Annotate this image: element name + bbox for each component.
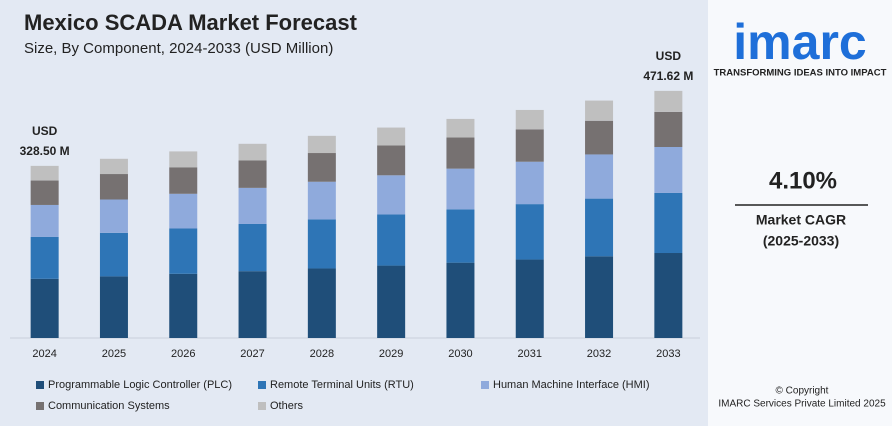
total-label: 471.62 M [643,69,693,83]
bar-segment [585,120,614,155]
bar-segment [654,111,683,148]
bar-segment [515,161,544,205]
bar-segment [30,180,59,205]
cagr-value: 4.10% [769,167,837,194]
bar-segment [169,228,198,274]
bar-segment [238,223,267,272]
bar-segment [307,219,336,269]
bar-segment [654,192,683,254]
x-tick-label: 2024 [32,348,56,360]
x-tick-label: 2025 [102,348,126,360]
bar-segment [99,276,128,338]
bar-segment [377,265,406,338]
total-label: 328.50 M [20,144,70,158]
bar-segment [169,151,198,168]
bar-segment [446,168,475,210]
bar-segment [585,154,614,199]
legend-label: Communication Systems [48,400,170,412]
legend-swatch [36,381,44,389]
legend-swatch [36,402,44,410]
x-tick-label: 2029 [379,348,403,360]
x-tick-label: 2033 [656,348,680,360]
legend-label: Others [270,400,304,412]
bar-segment [515,129,544,162]
bar-segment [307,153,336,182]
bar-segment [585,100,614,121]
bar-segment [585,198,614,257]
copyright: © Copyright [776,386,829,397]
bar-segment [446,262,475,338]
bar-segment [377,214,406,266]
legend-label: Human Machine Interface (HMI) [493,379,650,391]
bar-segment [377,145,406,176]
legend-label: Programmable Logic Controller (PLC) [48,379,232,391]
bar-segment [585,256,614,338]
bar-segment [377,127,406,146]
x-tick-label: 2030 [448,348,472,360]
bar-segment [99,199,128,233]
bar-segment [30,278,59,338]
bar-segment [169,193,198,229]
bar-segment [307,181,336,220]
legend-swatch [258,402,266,410]
bar-segment [446,137,475,169]
chart-title: Mexico SCADA Market Forecast [24,10,358,35]
bar-segment [654,253,683,338]
bar-segment [238,160,267,188]
cagr-period: (2025-2033) [763,233,839,249]
bar-segment [654,147,683,193]
bar-segment [30,204,59,237]
legend-swatch [258,381,266,389]
bar-segment [238,187,267,224]
total-label: USD [656,49,682,63]
bar-segment [515,109,544,130]
bar-segment [238,271,267,338]
x-tick-label: 2032 [587,348,611,360]
x-tick-label: 2031 [518,348,542,360]
bar-segment [238,143,267,161]
x-tick-label: 2026 [171,348,195,360]
bar-segment [307,135,336,154]
bar-segment [515,259,544,338]
legend-swatch [481,381,489,389]
sidebar-background [708,0,892,426]
bar-segment [169,167,198,194]
bar-segment [169,273,198,338]
tagline: TRANSFORMING IDEAS INTO IMPACT [714,68,887,79]
bar-segment [99,174,128,200]
bar-segment [515,204,544,260]
bar-segment [377,175,406,215]
total-label: USD [32,124,58,138]
bar-segment [30,236,59,279]
bar-segment [654,90,683,112]
company: IMARC Services Private Limited 2025 [718,399,886,410]
bar-segment [99,158,128,175]
bar-segment [446,209,475,263]
logo: imarc [733,14,866,70]
bar-segment [307,268,336,338]
cagr-label: Market CAGR [756,212,846,228]
legend-label: Remote Terminal Units (RTU) [270,379,414,391]
bar-segment [30,165,59,181]
x-tick-label: 2028 [310,348,334,360]
x-tick-label: 2027 [240,348,264,360]
bar-segment [99,232,128,277]
bar-segment [446,118,475,138]
chart-subtitle: Size, By Component, 2024-2033 (USD Milli… [24,40,333,57]
